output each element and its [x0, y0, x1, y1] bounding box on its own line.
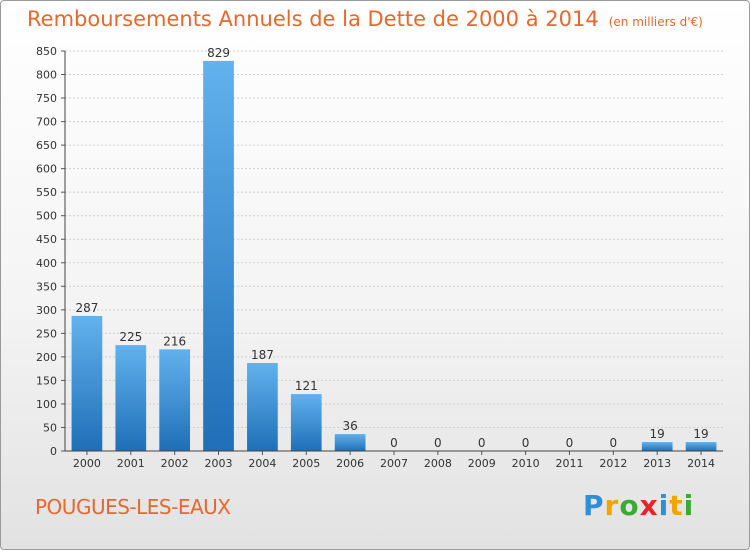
bar-value-label: 187 — [251, 348, 274, 362]
chart-title: Remboursements Annuels de la Dette de 20… — [27, 7, 703, 31]
bar-value-label: 0 — [434, 436, 442, 450]
x-tick-label: 2010 — [512, 457, 540, 470]
bar-value-label: 0 — [390, 436, 398, 450]
proxiti-logo: Proxiti — [583, 489, 694, 522]
chart-unit-text: (en milliers d'€) — [608, 15, 703, 29]
bar-value-label: 121 — [295, 379, 318, 393]
bar-value-label: 19 — [650, 427, 665, 441]
x-axis-ticks: 2000 2001 2002 2003 2004 2005 2006 2007 2008 2009… — [73, 451, 715, 470]
y-axis-ticks: 0 50 100 150 200 250 300 350 400 450 500 550 600 650 7… — [36, 45, 65, 458]
x-tick-label: 2012 — [599, 457, 627, 470]
y-tick-label: 150 — [36, 374, 57, 387]
bar-value-label: 19 — [693, 427, 708, 441]
x-tick-label: 2009 — [468, 457, 496, 470]
bar-value-label: 216 — [163, 334, 186, 348]
y-tick-label: 600 — [36, 163, 57, 176]
x-tick-label: 2007 — [380, 457, 408, 470]
x-tick-label: 2001 — [117, 457, 145, 470]
y-tick-label: 250 — [36, 327, 57, 340]
x-tick-label: 2000 — [73, 457, 101, 470]
bar — [247, 363, 278, 451]
y-tick-label: 700 — [36, 116, 57, 129]
y-tick-label: 800 — [36, 69, 57, 82]
y-tick-label: 400 — [36, 257, 57, 270]
bar-value-label: 829 — [207, 46, 230, 60]
x-tick-label: 2014 — [687, 457, 715, 470]
bar — [159, 349, 191, 451]
bar-value-label: 0 — [610, 436, 618, 450]
bar — [115, 345, 147, 451]
y-tick-label: 100 — [36, 398, 57, 411]
logo-letter: r — [604, 489, 620, 522]
x-tick-label: 2004 — [248, 457, 276, 470]
bar-value-label: 0 — [478, 436, 486, 450]
y-tick-label: 200 — [36, 351, 57, 364]
x-tick-label: 2003 — [205, 457, 233, 470]
y-tick-label: 50 — [43, 421, 57, 434]
bar — [685, 442, 717, 451]
x-tick-label: 2006 — [336, 457, 364, 470]
logo-letter: i — [658, 489, 670, 522]
x-tick-label: 2005 — [292, 457, 320, 470]
bar-value-label: 225 — [119, 330, 142, 344]
x-tick-label: 2013 — [643, 457, 671, 470]
bar — [334, 434, 366, 451]
bars: 287 225 216 829 187 121 36 0 0 0 0 0 0 19 19 — [71, 46, 717, 451]
bar — [203, 60, 234, 451]
commune-name: POUGUES-LES-EAUX — [35, 495, 231, 519]
y-tick-label: 650 — [36, 139, 57, 152]
y-tick-label: 750 — [36, 92, 57, 105]
bar-value-label: 0 — [566, 436, 574, 450]
logo-letter: x — [639, 489, 659, 522]
bar — [641, 442, 673, 451]
y-tick-label: 850 — [36, 45, 57, 58]
x-tick-label: 2011 — [555, 457, 583, 470]
bar-value-label: 0 — [522, 436, 530, 450]
y-tick-label: 300 — [36, 304, 57, 317]
chart-title-text: Remboursements Annuels de la Dette de 20… — [27, 7, 599, 31]
logo-letter: o — [619, 489, 640, 522]
y-tick-label: 550 — [36, 186, 57, 199]
logo-letter: t — [669, 489, 684, 522]
bar — [290, 394, 322, 451]
bar-value-label: 36 — [342, 419, 357, 433]
x-tick-label: 2002 — [161, 457, 189, 470]
y-tick-label: 450 — [36, 233, 57, 246]
bar-value-label: 287 — [75, 301, 98, 315]
y-tick-label: 350 — [36, 280, 57, 293]
y-tick-label: 500 — [36, 210, 57, 223]
logo-letter: P — [583, 489, 605, 522]
x-tick-label: 2008 — [424, 457, 452, 470]
y-tick-label: 0 — [50, 445, 57, 458]
logo-letter: i — [683, 489, 695, 522]
bar — [71, 315, 103, 451]
